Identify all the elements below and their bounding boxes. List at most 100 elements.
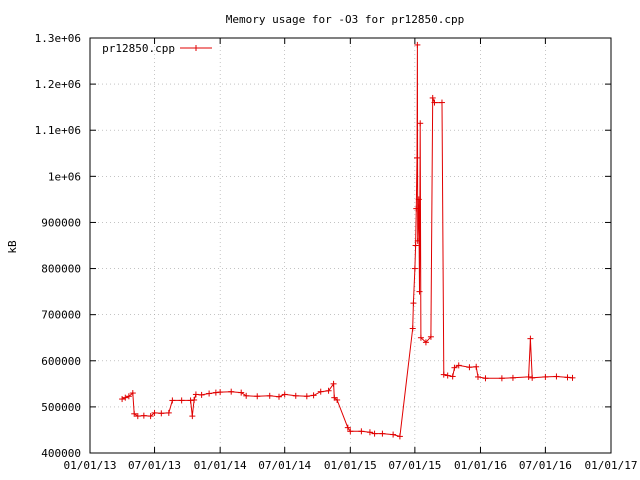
- x-tick-label: 01/01/17: [585, 459, 638, 472]
- y-tick-label: 600000: [41, 355, 81, 368]
- ticks: 400000 500000 600000 700000 800000 900000 1e+0…: [35, 32, 638, 472]
- data-point: [427, 333, 434, 340]
- data-point: [410, 300, 417, 307]
- legend: pr12850.cpp: [102, 42, 212, 55]
- data-point: [192, 391, 199, 398]
- data-point: [303, 393, 310, 400]
- data-point: [165, 409, 172, 416]
- data-point: [414, 237, 421, 244]
- legend-point-marker: [193, 45, 199, 51]
- data-point: [444, 372, 451, 379]
- x-tick-label: 07/01/13: [128, 459, 181, 472]
- data-point: [415, 196, 422, 203]
- x-tick-label: 01/01/13: [64, 459, 117, 472]
- data-point: [474, 373, 481, 380]
- data-point: [344, 424, 351, 431]
- data-point: [158, 410, 165, 417]
- y-tick-label: 900000: [41, 216, 81, 229]
- data-point: [266, 392, 273, 399]
- series-line: [121, 44, 573, 438]
- data-point: [422, 339, 429, 346]
- data-point: [276, 393, 283, 400]
- y-tick-label: 500000: [41, 401, 81, 414]
- data-point: [140, 412, 147, 419]
- data-point: [238, 389, 245, 396]
- data-point: [525, 373, 532, 380]
- data-point: [440, 371, 447, 378]
- data-point: [429, 94, 436, 101]
- data-point: [122, 394, 129, 401]
- data-point: [553, 373, 560, 380]
- data-point: [334, 396, 341, 403]
- data-point: [347, 428, 354, 435]
- x-tick-label: 07/01/15: [388, 459, 441, 472]
- x-tick-label: 07/01/16: [519, 459, 572, 472]
- y-tick-label: 400000: [41, 447, 81, 460]
- series-layer: [119, 41, 576, 440]
- data-point: [178, 397, 185, 404]
- x-tick-label: 01/01/14: [194, 459, 247, 472]
- data-point: [228, 388, 235, 395]
- data-point: [416, 288, 423, 295]
- data-point: [396, 433, 403, 440]
- y-tick-label: 700000: [41, 309, 81, 322]
- data-point: [191, 396, 198, 403]
- data-point: [542, 373, 549, 380]
- data-point: [254, 393, 261, 400]
- chart-title: Memory usage for -O3 for pr12850.cpp: [226, 13, 464, 26]
- data-point: [379, 430, 386, 437]
- data-point: [129, 390, 136, 397]
- x-tick-label: 07/01/14: [258, 459, 311, 472]
- data-point: [310, 392, 317, 399]
- data-point: [169, 397, 176, 404]
- data-point: [569, 374, 576, 381]
- data-point: [325, 387, 332, 394]
- data-point: [509, 374, 516, 381]
- data-point: [417, 334, 424, 341]
- data-point: [390, 431, 397, 438]
- data-point: [473, 363, 480, 370]
- data-point: [134, 413, 141, 420]
- data-point: [449, 373, 456, 380]
- x-tick-label: 01/01/16: [454, 459, 507, 472]
- data-point: [330, 380, 337, 387]
- data-point: [131, 410, 138, 417]
- data-point: [414, 154, 421, 161]
- data-point: [281, 391, 288, 398]
- data-point: [412, 242, 419, 249]
- data-point: [189, 413, 196, 420]
- data-point: [125, 393, 132, 400]
- y-tick-label: 1e+06: [48, 170, 81, 183]
- data-point: [409, 325, 416, 332]
- data-point: [498, 375, 505, 382]
- legend-label: pr12850.cpp: [102, 42, 175, 55]
- data-point: [119, 396, 126, 403]
- data-point: [431, 99, 438, 106]
- y-tick-label: 1.3e+06: [35, 32, 81, 45]
- y-tick-label: 1.2e+06: [35, 78, 81, 91]
- x-tick-label: 01/01/15: [324, 459, 377, 472]
- data-point: [206, 390, 213, 397]
- data-point: [371, 430, 378, 437]
- data-point: [414, 41, 421, 48]
- data-point: [292, 392, 299, 399]
- data-point: [413, 205, 420, 212]
- data-point: [198, 391, 205, 398]
- data-point: [411, 265, 418, 272]
- data-point: [527, 335, 534, 342]
- data-point: [317, 388, 324, 395]
- data-point: [466, 364, 473, 371]
- data-point: [243, 392, 250, 399]
- data-point: [455, 362, 462, 369]
- data-point: [417, 120, 424, 127]
- y-axis-label: kB: [6, 240, 19, 254]
- y-tick-label: 1.1e+06: [35, 124, 81, 137]
- data-point: [366, 429, 373, 436]
- data-point: [438, 99, 445, 106]
- grid: [90, 38, 611, 453]
- data-point: [217, 389, 224, 396]
- data-point: [151, 409, 158, 416]
- data-point: [482, 375, 489, 382]
- data-point: [529, 374, 536, 381]
